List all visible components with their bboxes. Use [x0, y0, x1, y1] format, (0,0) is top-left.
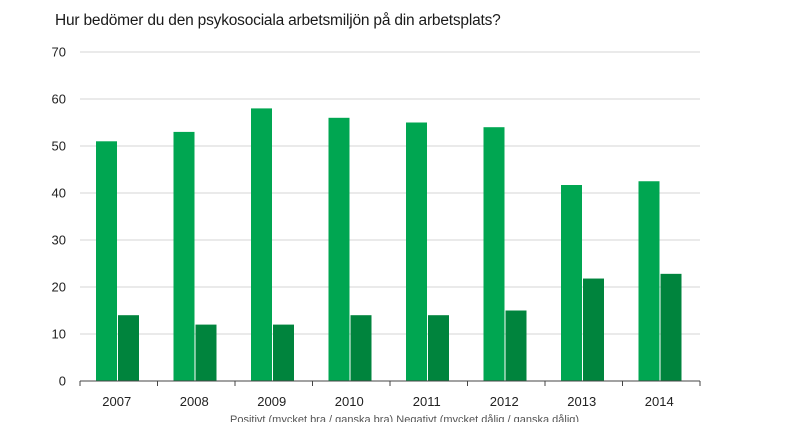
- bar-negative-2011: [428, 315, 449, 381]
- bar-positive-2011: [406, 122, 427, 381]
- y-tick-label: 70: [52, 45, 66, 60]
- bar-negative-2013: [583, 278, 604, 381]
- bar-positive-2009: [251, 108, 272, 382]
- bar-negative-2009: [273, 324, 294, 381]
- bar-negative-2012: [505, 310, 527, 381]
- bar-positive-2014: [638, 181, 660, 381]
- bars: [96, 108, 682, 382]
- bar-negative-2014: [660, 273, 682, 381]
- x-tick-label: 2007: [102, 394, 131, 409]
- bar-negative-2008: [195, 324, 217, 381]
- x-axis: [79, 380, 701, 386]
- bar-positive-2008: [173, 131, 195, 381]
- x-axis-ticks: 2007 2008 2009 2010 2011 2012 2013 2014: [102, 394, 673, 409]
- chart-title: Hur bedömer du den psykosociala arbetsmi…: [55, 12, 501, 29]
- x-tick-label: 2009: [257, 394, 286, 409]
- y-tick-label: 40: [52, 186, 66, 201]
- bar-negative-2007: [118, 315, 139, 381]
- bar-positive-2010: [328, 117, 350, 382]
- x-tick-label: 2013: [567, 394, 596, 409]
- y-axis-ticks: 0 10 20 30 40 50 60 70: [52, 45, 66, 389]
- x-tick-label: 2008: [180, 394, 209, 409]
- bar-negative-2010: [350, 315, 372, 381]
- legend: Positivt (mycket bra / ganska bra) Negat…: [230, 414, 580, 422]
- y-tick-label: 0: [59, 374, 66, 389]
- x-tick-label: 2010: [335, 394, 364, 409]
- y-tick-label: 50: [52, 139, 66, 154]
- bar-positive-2013: [561, 185, 582, 381]
- bar-positive-2007: [96, 141, 117, 381]
- y-tick-label: 30: [52, 233, 66, 248]
- x-tick-label: 2014: [645, 394, 674, 409]
- y-tick-label: 20: [52, 280, 66, 295]
- x-tick-label: 2011: [413, 394, 441, 409]
- bar-positive-2012: [483, 127, 505, 381]
- y-tick-label: 60: [52, 92, 66, 107]
- y-tick-label: 10: [52, 327, 66, 342]
- gridlines: [80, 51, 700, 335]
- x-tick-label: 2012: [490, 394, 519, 409]
